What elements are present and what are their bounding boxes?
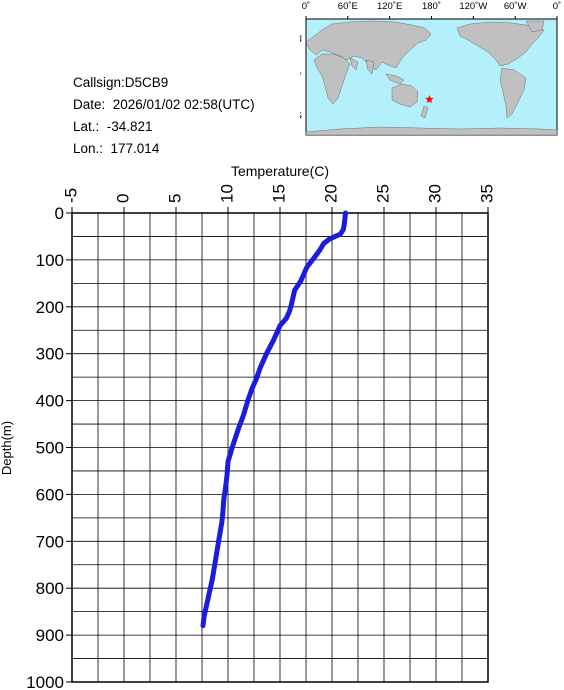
land-masses	[305, 20, 558, 136]
temperature-profile-line	[200, 210, 348, 629]
y-tick-label: 100	[36, 251, 64, 270]
callsign-text: Callsign:D5CB9	[73, 75, 169, 90]
minor-ticks	[66, 207, 489, 683]
y-tick-label: 900	[36, 626, 64, 645]
y-tick-label: 1000	[26, 673, 64, 690]
world-map: 0˚ 60˚E 120˚E 180˚ 120˚W 60˚W 0˚ 60˚N 0˚ 60˚S	[300, 1, 561, 136]
x-tick-label: 15	[269, 184, 288, 203]
y-tick-label: 0	[55, 204, 64, 223]
series-layer	[200, 210, 348, 629]
map-longitude-label: 0˚	[553, 1, 561, 12]
map-longitude-label: 120˚W	[459, 1, 487, 12]
y-tick-labels: 0 100 200 300 400 500 600 700 800 900 1000	[26, 204, 64, 690]
x-tick-label: 30	[425, 184, 444, 203]
y-axis-label: Depth(m)	[0, 421, 14, 475]
y-tick-label: 500	[36, 439, 64, 458]
y-tick-label: 800	[36, 579, 64, 598]
plot-frame	[71, 212, 489, 683]
x-tick-label: 25	[373, 184, 392, 203]
chart-grid	[72, 213, 488, 682]
x-tick-label: 5	[165, 194, 184, 203]
y-tick-label: 200	[36, 298, 64, 317]
y-tick-label: 600	[36, 485, 64, 504]
y-tick-label: 400	[36, 392, 64, 411]
y-tick-label: 700	[36, 532, 64, 551]
y-tick-label: 300	[36, 345, 64, 364]
map-latitude-label: 60˚S	[300, 111, 302, 122]
x-tick-label: 35	[477, 184, 496, 203]
x-axis-label: Temperature(C)	[231, 163, 329, 179]
longitude-text: Lon.: 177.014	[73, 141, 160, 156]
map-longitude-label: 60˚W	[504, 1, 527, 12]
map-latitude-label: 60˚N	[300, 33, 302, 44]
map-longitude-label: 60˚E	[338, 1, 358, 12]
x-tick-labels: -5 0 5 10 15 20 25 30 35	[61, 184, 496, 203]
map-longitude-labels: 0˚ 60˚E 120˚E 180˚ 120˚W 60˚W 0˚	[302, 1, 561, 19]
x-tick-label: 0	[113, 194, 132, 203]
x-tick-label: -5	[61, 188, 80, 203]
map-longitude-label: 120˚E	[377, 1, 402, 12]
map-longitude-label: 0˚	[302, 1, 310, 12]
x-tick-label: 10	[217, 184, 236, 203]
map-longitude-label: 180˚	[422, 1, 441, 12]
profile-info: Callsign:D5CB9 Date: 2026/01/02 02:58(UT…	[73, 72, 255, 160]
star-icon	[425, 94, 434, 104]
map-latitude-labels: 60˚N 0˚ 60˚S	[300, 33, 302, 121]
x-tick-label: 20	[321, 184, 340, 203]
latitude-text: Lat.: -34.821	[73, 119, 153, 134]
date-text: Date: 2026/01/02 02:58(UTC)	[73, 97, 255, 112]
map-latitude-label: 0˚	[300, 72, 302, 83]
location-star-marker	[425, 94, 434, 104]
